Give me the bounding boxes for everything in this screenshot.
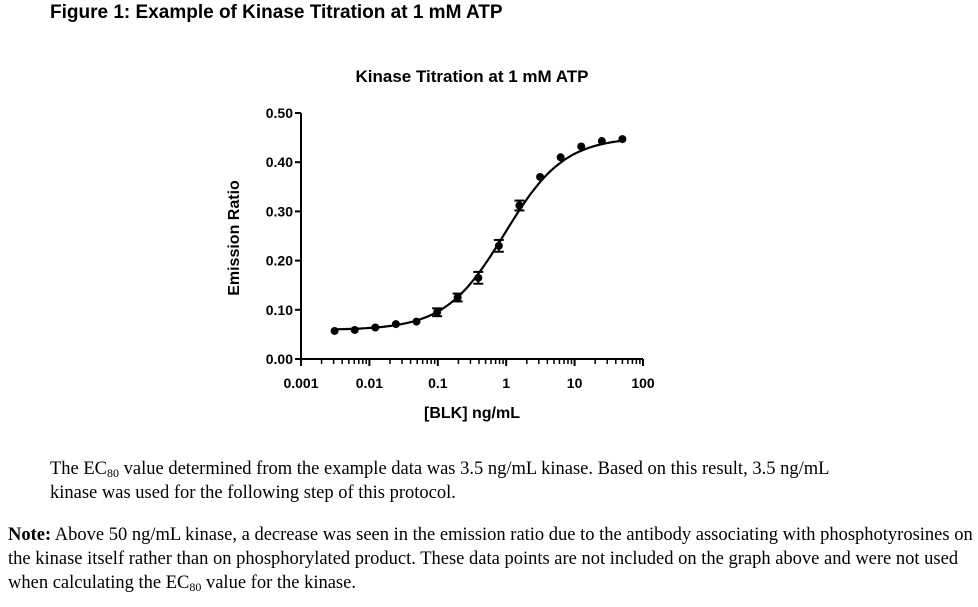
x-tick-label: 10 [567, 375, 583, 391]
y-axis-label: Emission Ratio [226, 180, 243, 296]
data-point [474, 273, 483, 282]
y-tick-label: 0.30 [266, 203, 293, 219]
chart-title: Kinase Titration at 1 mM ATP [355, 67, 588, 86]
note-label: Note: [8, 525, 52, 545]
para1-subscript: 80 [107, 466, 120, 480]
x-tick-label: 0.1 [428, 375, 448, 391]
figure-title: Figure 1: Example of Kinase Titration at… [50, 2, 503, 23]
data-point [577, 142, 586, 151]
data-point [391, 320, 400, 329]
y-tick-label: 0.10 [266, 302, 293, 318]
data-point [412, 317, 421, 326]
data-point [515, 201, 524, 210]
y-tick-label: 0.00 [266, 351, 293, 367]
para2-text-start: Above 50 ng/mL kinase, a decrease was se… [8, 525, 973, 593]
x-tick-label: 100 [631, 375, 655, 391]
y-tick-labels: 0.00 0.10 0.20 0.30 0.40 0.50 [266, 105, 293, 367]
para1-text-start: The EC [50, 459, 108, 479]
data-point [453, 293, 462, 302]
para1-text-end: value determined from the example data w… [50, 459, 829, 503]
ec80-paragraph: The EC80 value determined from the examp… [50, 457, 870, 505]
x-tick-labels: 0.001 0.01 0.1 1 10 100 [283, 375, 654, 391]
y-tick-label: 0.20 [266, 253, 293, 269]
data-point [330, 326, 339, 335]
x-tick-label: 1 [502, 375, 510, 391]
data-point [494, 241, 503, 250]
data-point [597, 137, 606, 146]
data-point [556, 153, 565, 162]
data-point [371, 323, 380, 332]
y-tick-label: 0.40 [266, 154, 293, 170]
para2-subscript: 80 [189, 580, 202, 594]
chart: Kinase Titration at 1 mM ATP 0.00 0.10 0.2… [226, 67, 655, 422]
axes [295, 112, 644, 366]
x-tick-label: 0.001 [283, 375, 318, 391]
y-tick-label: 0.50 [266, 105, 293, 121]
data-point [433, 308, 442, 317]
x-tick-label: 0.01 [356, 375, 383, 391]
data-point [618, 135, 627, 144]
fit-curve [334, 139, 623, 331]
x-axis-label: [BLK] ng/mL [424, 405, 520, 422]
para2-text-end: value for the kinase. [201, 573, 356, 593]
data-points [330, 135, 627, 335]
note-paragraph: Note: Above 50 ng/mL kinase, a decrease … [8, 523, 976, 595]
data-point [350, 325, 359, 334]
data-point [536, 172, 545, 181]
